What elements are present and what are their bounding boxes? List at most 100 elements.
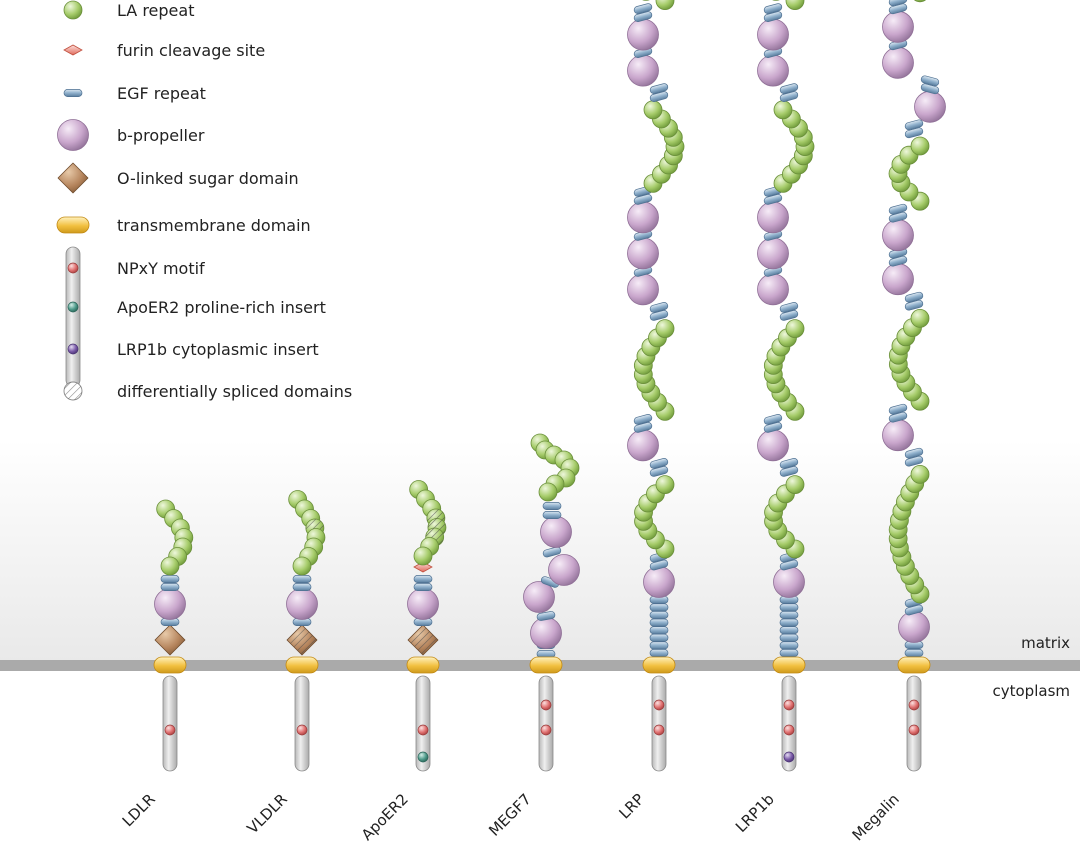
b-propeller — [407, 588, 439, 620]
egf-repeat — [888, 403, 908, 415]
la-repeat — [655, 319, 675, 339]
b-propeller — [914, 90, 946, 123]
egf-repeat — [633, 422, 653, 433]
b-propeller — [757, 201, 789, 234]
b-propeller — [643, 566, 675, 598]
egf-repeat — [649, 83, 669, 94]
furin-icon-shape — [63, 44, 83, 56]
npxy-motif — [417, 724, 429, 736]
b-propeller — [627, 237, 659, 270]
egf-repeat — [763, 194, 783, 205]
egf-repeat — [649, 641, 669, 650]
matrix-label: matrix — [1021, 634, 1070, 652]
receptor-label: LDLR — [119, 790, 159, 830]
apo-icon-shape — [67, 301, 79, 313]
b-propeller — [286, 588, 318, 620]
egf-repeat — [649, 626, 669, 635]
egf-repeat — [160, 583, 180, 591]
tm-icon-shape — [56, 216, 90, 234]
lrp1b-insert-icon — [67, 343, 79, 355]
spliced-hatch — [287, 625, 317, 655]
egf-repeat — [920, 75, 940, 87]
cytoplasmic-tail — [781, 675, 797, 772]
legend-label-prop: b-propeller — [117, 126, 205, 145]
egf-repeat — [779, 302, 799, 313]
egf-repeat — [904, 455, 924, 467]
egf-repeat — [649, 466, 669, 477]
egf-repeat — [633, 414, 653, 425]
lrp1b-insert — [783, 751, 795, 763]
egf-repeat — [413, 583, 433, 591]
egf-repeat — [633, 11, 653, 22]
egf-repeat — [904, 291, 924, 303]
egf-repeat — [763, 414, 783, 425]
npxy-motif — [653, 724, 665, 736]
la-repeat — [413, 546, 433, 566]
transmembrane-domain — [153, 656, 187, 674]
egf-repeat-icon — [63, 89, 83, 97]
b-propeller — [627, 18, 659, 51]
b-propeller — [773, 566, 805, 598]
la-repeat — [292, 556, 312, 576]
la-repeat — [910, 308, 930, 328]
legend-label-spliced: differentially spliced domains — [117, 382, 352, 401]
egf-repeat — [649, 310, 669, 321]
cytoplasmic-tail — [906, 675, 922, 772]
transmembrane-domain — [897, 656, 931, 674]
cytoplasmic-tail — [415, 675, 431, 772]
b-propeller — [898, 611, 930, 643]
egf-repeat — [779, 559, 799, 571]
la-icon-shape — [63, 0, 83, 20]
npxy-motif — [783, 724, 795, 736]
b-propeller — [627, 54, 659, 87]
egf-repeat — [904, 604, 924, 616]
egf-repeat — [536, 611, 556, 621]
la-repeat — [785, 319, 805, 339]
la-repeat — [913, 0, 927, 3]
npxy-motif — [164, 724, 176, 736]
b-propeller — [757, 18, 789, 51]
egf-repeat — [888, 0, 908, 7]
legend-label-sugar: O-linked sugar domain — [117, 169, 299, 188]
receptor-label: LRP — [615, 790, 647, 822]
cytoplasm-label: cytoplasm — [993, 682, 1071, 700]
npxy-motif — [540, 724, 552, 736]
b-propeller — [540, 516, 572, 548]
o-linked-sugar-domain — [154, 624, 186, 656]
transmembrane-icon — [56, 216, 90, 234]
lrp1b-icon-shape — [67, 343, 79, 355]
la-repeat — [910, 464, 930, 484]
transmembrane-domain — [285, 656, 319, 674]
spliced-domain-icon — [63, 381, 83, 401]
egf-repeat — [649, 618, 669, 627]
egf-repeat — [779, 641, 799, 650]
egf-repeat — [160, 575, 180, 583]
npxy-motif — [296, 724, 308, 736]
b-propeller — [757, 237, 789, 270]
receptor-label: VLDLR — [243, 790, 290, 837]
egf-repeat — [779, 618, 799, 627]
b-propeller — [757, 429, 789, 462]
legend-label-furin: furin cleavage site — [117, 41, 265, 60]
receptors: LDLR VLDLR ApoER2 MEGF7 LRP LRP1b Megalin — [119, 0, 946, 844]
egf-repeat — [649, 302, 669, 313]
egf-repeat — [888, 211, 908, 223]
b-propeller — [882, 419, 914, 452]
npxy-motif — [540, 699, 552, 711]
egf-repeat — [649, 633, 669, 642]
egf-repeat — [920, 83, 940, 95]
egf-repeat — [779, 603, 799, 612]
cytoplasmic-tail — [162, 675, 178, 772]
spliced-hatch — [408, 625, 438, 655]
egf-repeat — [779, 83, 799, 94]
receptor-label: MEGF7 — [485, 790, 535, 840]
la-repeat-icon — [63, 0, 83, 20]
egf-repeat — [904, 447, 924, 459]
egf-repeat — [649, 649, 669, 657]
egf-repeat — [292, 575, 312, 583]
egf-repeat — [779, 458, 799, 469]
cytoplasmic-tail — [538, 675, 554, 772]
egf-repeat — [904, 127, 924, 139]
egf-repeat — [649, 611, 669, 619]
b-propeller — [627, 429, 659, 462]
